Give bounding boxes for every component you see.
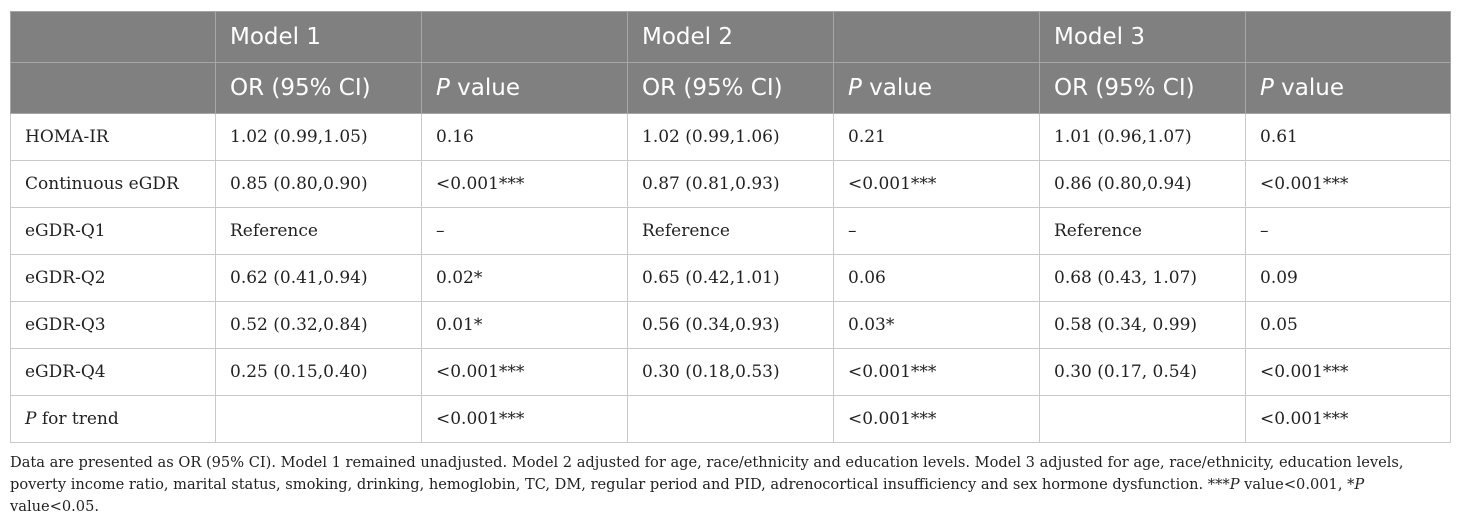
table-row: eGDR-Q3 0.52 (0.32,0.84) 0.01* 0.56 (0.3… xyxy=(10,301,1451,349)
table-row: eGDR-Q1 Reference – Reference – Referenc… xyxy=(10,207,1451,255)
model-1-p: <0.001*** xyxy=(421,395,628,443)
table-row: eGDR-Q2 0.62 (0.41,0.94) 0.02* 0.65 (0.4… xyxy=(10,254,1451,302)
p-symbol: P xyxy=(1260,75,1274,101)
p-value-suffix: value xyxy=(1273,75,1345,101)
row-label: eGDR-Q3 xyxy=(10,301,216,349)
model-1-p: – xyxy=(421,207,628,255)
row-label: Continuous eGDR xyxy=(10,160,216,208)
model-2-p: <0.001*** xyxy=(833,395,1040,443)
model-1-p: <0.001*** xyxy=(421,348,628,396)
model-2-p: 0.03* xyxy=(833,301,1040,349)
row-label: HOMA-IR xyxy=(10,113,216,161)
table-row: HOMA-IR 1.02 (0.99,1.05) 0.16 1.02 (0.99… xyxy=(10,113,1451,161)
header-model-2-spacer xyxy=(833,11,1040,63)
model-2-p: <0.001*** xyxy=(833,348,1040,396)
model-1-p: 0.16 xyxy=(421,113,628,161)
header-blank-cell xyxy=(10,62,216,114)
model-2-or: 0.56 (0.34,0.93) xyxy=(627,301,834,349)
model-3-p: – xyxy=(1245,207,1451,255)
model-1-or: 0.85 (0.80,0.90) xyxy=(215,160,422,208)
header-p-value: P value xyxy=(833,62,1040,114)
table-row-trend: P for trend <0.001*** <0.001*** <0.001**… xyxy=(10,395,1451,443)
header-or-ci: OR (95% CI) xyxy=(627,62,834,114)
model-2-or: 0.65 (0.42,1.01) xyxy=(627,254,834,302)
model-3-p: <0.001*** xyxy=(1245,348,1451,396)
model-3-or: 0.30 (0.17, 0.54) xyxy=(1039,348,1246,396)
model-3-or: 0.58 (0.34, 0.99) xyxy=(1039,301,1246,349)
model-3-or: 0.86 (0.80,0.94) xyxy=(1039,160,1246,208)
row-label: eGDR-Q2 xyxy=(10,254,216,302)
row-label: eGDR-Q4 xyxy=(10,348,216,396)
model-3-p: 0.61 xyxy=(1245,113,1451,161)
model-1-or: 0.52 (0.32,0.84) xyxy=(215,301,422,349)
p-value-suffix: value xyxy=(449,75,521,101)
header-model-3: Model 3 xyxy=(1039,11,1246,63)
row-label: P for trend xyxy=(10,395,216,443)
trend-label-rest: for trend xyxy=(36,409,119,429)
footnote-p2-rest: value<0.05. xyxy=(10,498,100,515)
model-3-p: <0.001*** xyxy=(1245,395,1451,443)
model-2-or: Reference xyxy=(627,207,834,255)
odds-ratio-table: Model 1 Model 2 Model 3 OR (95% CI) P va… xyxy=(10,11,1451,443)
model-2-p: – xyxy=(833,207,1040,255)
header-or-ci: OR (95% CI) xyxy=(215,62,422,114)
header-or-ci: OR (95% CI) xyxy=(1039,62,1246,114)
results-table-container: Model 1 Model 2 Model 3 OR (95% CI) P va… xyxy=(10,11,1451,443)
model-1-or: 0.62 (0.41,0.94) xyxy=(215,254,422,302)
model-1-p: 0.02* xyxy=(421,254,628,302)
p-symbol: P xyxy=(848,75,862,101)
model-3-p: <0.001*** xyxy=(1245,160,1451,208)
header-blank-cell xyxy=(10,11,216,63)
table-row: Continuous eGDR 0.85 (0.80,0.90) <0.001*… xyxy=(10,160,1451,208)
model-3-p: 0.09 xyxy=(1245,254,1451,302)
model-1-or: 1.02 (0.99,1.05) xyxy=(215,113,422,161)
table-row: eGDR-Q4 0.25 (0.15,0.40) <0.001*** 0.30 … xyxy=(10,348,1451,396)
header-model-1-spacer xyxy=(421,11,628,63)
header-p-value: P value xyxy=(1245,62,1451,114)
header-model-2: Model 2 xyxy=(627,11,834,63)
model-1-or xyxy=(215,395,422,443)
model-1-p: <0.001*** xyxy=(421,160,628,208)
p-symbol: P xyxy=(1354,476,1365,493)
model-3-or: Reference xyxy=(1039,207,1246,255)
p-symbol: P xyxy=(1229,476,1240,493)
model-1-or: 0.25 (0.15,0.40) xyxy=(215,348,422,396)
table-footnote: Data are presented as OR (95% CI). Model… xyxy=(10,452,1450,518)
header-model-3-spacer xyxy=(1245,11,1451,63)
p-value-suffix: value xyxy=(861,75,933,101)
header-model-1: Model 1 xyxy=(215,11,422,63)
p-symbol: P xyxy=(25,409,37,429)
header-row-columns: OR (95% CI) P value OR (95% CI) P value … xyxy=(10,62,1451,114)
model-3-or: 1.01 (0.96,1.07) xyxy=(1039,113,1246,161)
model-3-or xyxy=(1039,395,1246,443)
model-1-or: Reference xyxy=(215,207,422,255)
row-label: eGDR-Q1 xyxy=(10,207,216,255)
model-2-or: 0.30 (0.18,0.53) xyxy=(627,348,834,396)
model-2-p: 0.06 xyxy=(833,254,1040,302)
model-2-or: 0.87 (0.81,0.93) xyxy=(627,160,834,208)
footnote-p1-rest: value<0.001, * xyxy=(1239,476,1355,493)
model-2-p: <0.001*** xyxy=(833,160,1040,208)
model-3-p: 0.05 xyxy=(1245,301,1451,349)
footnote-main: Data are presented as OR (95% CI). Model… xyxy=(10,454,1404,493)
model-2-or xyxy=(627,395,834,443)
header-row-models: Model 1 Model 2 Model 3 xyxy=(10,11,1451,63)
p-symbol: P xyxy=(436,75,450,101)
model-2-p: 0.21 xyxy=(833,113,1040,161)
header-p-value: P value xyxy=(421,62,628,114)
model-2-or: 1.02 (0.99,1.06) xyxy=(627,113,834,161)
model-3-or: 0.68 (0.43, 1.07) xyxy=(1039,254,1246,302)
model-1-p: 0.01* xyxy=(421,301,628,349)
